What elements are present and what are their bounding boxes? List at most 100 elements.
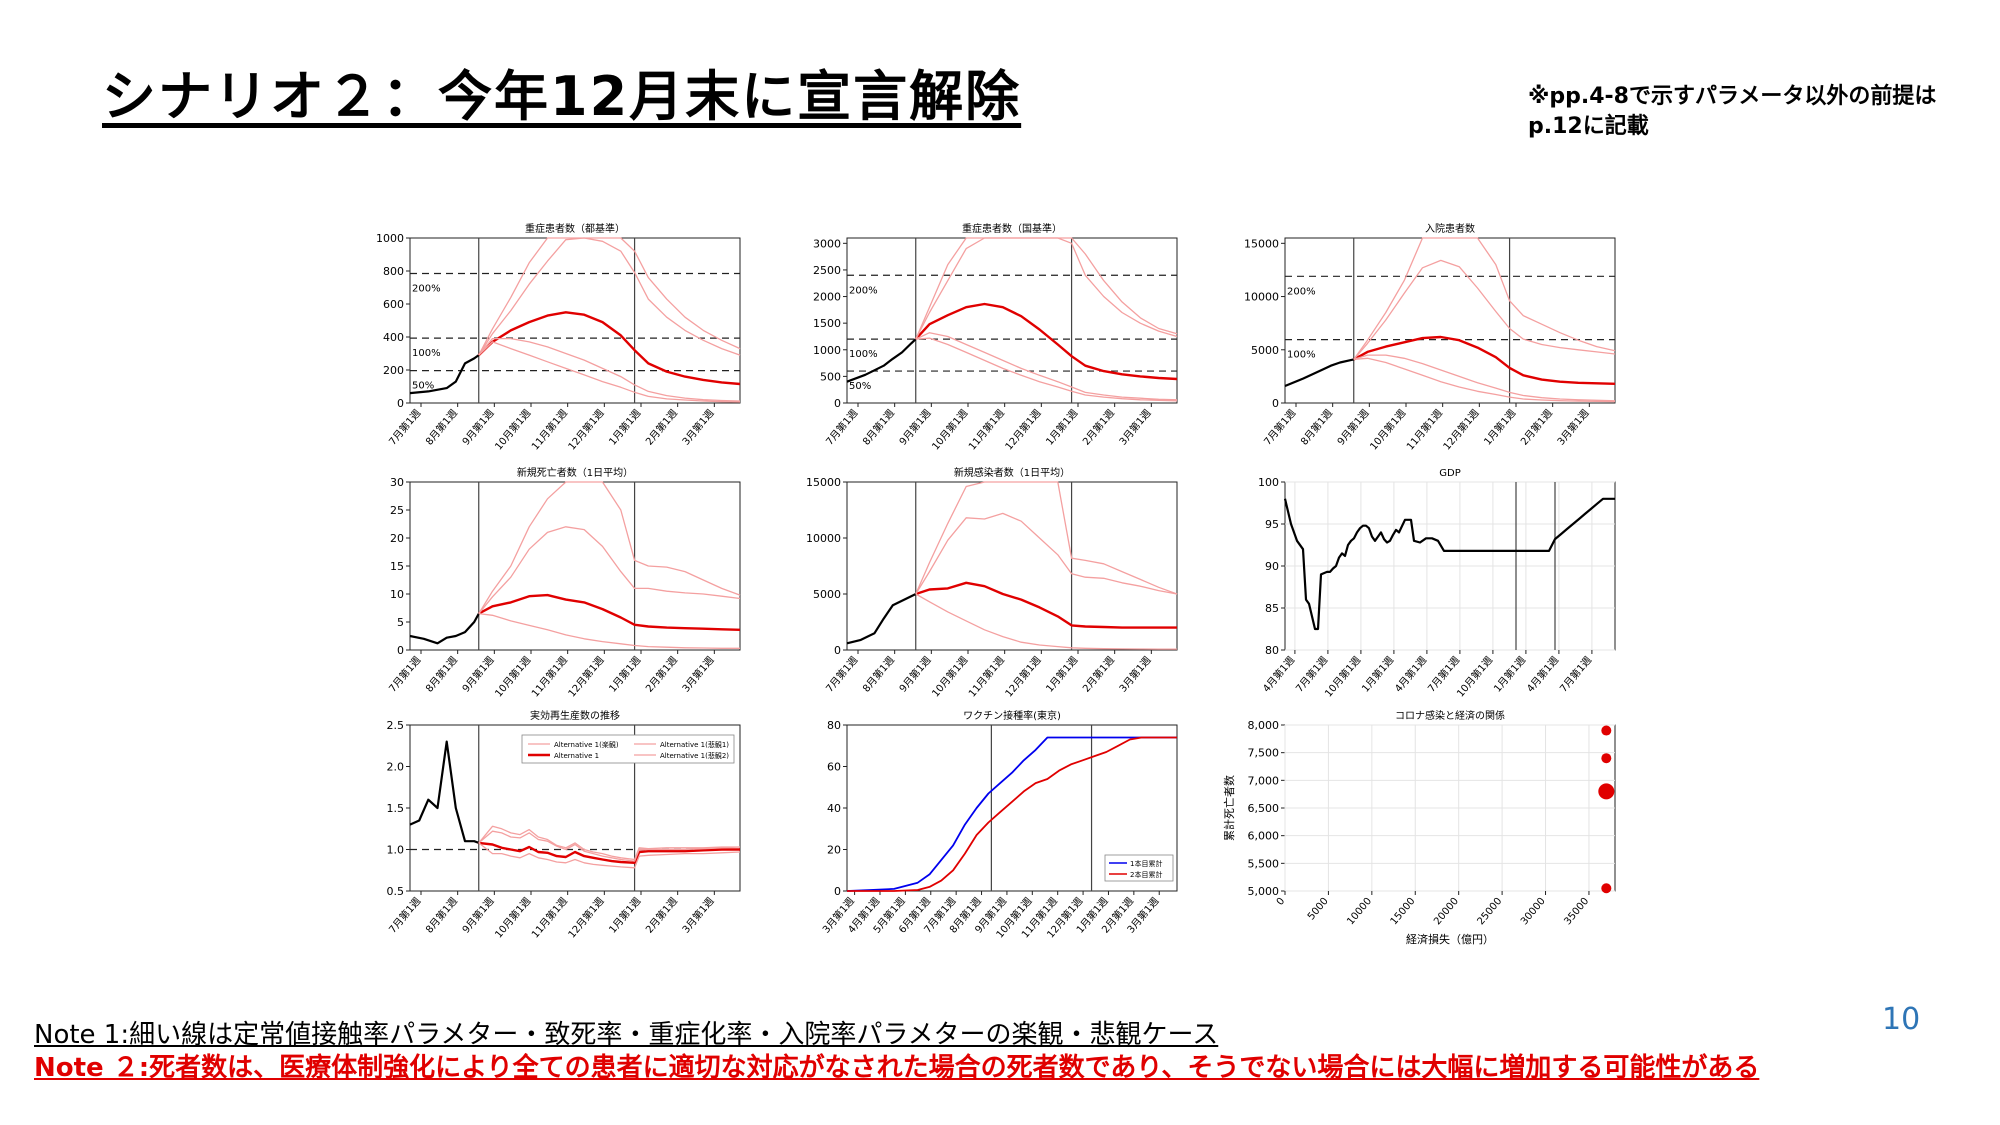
chart-9-x-tick-label: 0 (1275, 896, 1288, 908)
chart-1-y-tick-label: 600 (383, 298, 404, 311)
chart-2-series-past-line (846, 338, 917, 383)
chart-3-x-tick-label: 12月第1週 (1440, 407, 1482, 453)
chart-9-x-tick-label: 10000 (1345, 896, 1374, 927)
chart-5-series-light-line (915, 593, 1177, 650)
chart-1-y-tick-label: 800 (383, 265, 404, 278)
chart-1-x-tick-label: 7月第1週 (386, 407, 423, 448)
chart-7-x-tick-label: 8月第1週 (423, 895, 460, 936)
chart-5-x-tick-label: 1月第1週 (1043, 654, 1080, 695)
chart-2-series-light-line (915, 237, 1178, 340)
chart-1-x-tick-label: 10月第1週 (492, 407, 534, 453)
chart-3-y-tick-label: 0 (1272, 397, 1279, 410)
chart-7-x-tick-label: 2月第1週 (643, 895, 680, 936)
chart-9-y-tick-label: 5,500 (1248, 857, 1280, 870)
chart-7-x-tick-label: 1月第1週 (606, 895, 643, 936)
chart-9-y-tick-label: 7,500 (1248, 747, 1280, 760)
chart-5-y-tick-label: 10000 (806, 532, 841, 545)
chart-3-y-tick-label: 5000 (1251, 344, 1279, 357)
chart-1-y-tick-label: 0 (397, 397, 404, 410)
chart-2-plot-area (846, 237, 1178, 404)
chart-6-title: GDP (1439, 468, 1460, 479)
chart-7-series-main-line (478, 841, 740, 864)
chart-4-y-tick-label: 10 (390, 588, 404, 601)
chart-1-series-light-line (478, 337, 741, 402)
chart-7-series-light-line (478, 825, 740, 861)
chart-1-title: 重症患者数（都基準） (525, 222, 625, 235)
chart-1-series-past-line (409, 354, 480, 395)
premise-note: ※pp.4-8で示すパラメータ以外の前提はp.12に記載 (1528, 84, 1937, 139)
chart-1-series-main-line (477, 311, 741, 386)
chart-1-y-tick-label: 200 (383, 364, 404, 377)
chart-2-x-tick-label: 3月第1週 (1116, 407, 1153, 448)
chart-4-y-tick-label: 20 (390, 532, 404, 545)
chart-3-x-tick-label: 11月第1週 (1403, 407, 1445, 453)
chart-7-y-tick-label: 0.5 (387, 885, 405, 898)
chart-7-legend-label: Alternative 1(楽観) (554, 740, 619, 749)
chart-2-y-tick-label: 1000 (813, 344, 841, 357)
chart-9-x-tick-label: 20000 (1432, 896, 1461, 927)
chart-4-series-light-line (478, 526, 741, 615)
chart-1-x-tick-label: 11月第1週 (528, 407, 570, 453)
chart-8-series-named-line (846, 736, 1177, 892)
chart-4-title: 新規死亡者数（1日平均） (517, 466, 633, 479)
chart-9-y-tick-label: 6,000 (1248, 830, 1280, 843)
chart-2-y-tick-label: 500 (820, 370, 841, 383)
chart-9-x-tick-label: 5000 (1306, 896, 1331, 923)
chart-5-plot-area (846, 481, 1178, 651)
chart-2-x-tick-label: 10月第1週 (929, 407, 971, 453)
chart-1-x-tick-label: 8月第1週 (423, 407, 460, 448)
chart-7-x-tick-label: 9月第1週 (459, 895, 496, 936)
chart-5-x-tick-label: 10月第1週 (929, 654, 971, 700)
chart-3-threshold-label: 100% (1287, 350, 1316, 361)
chart-5-series-main-line (915, 581, 1177, 629)
chart-3-x-tick-label: 1月第1週 (1481, 407, 1518, 448)
chart-6-x-tick-label: 7月第1週 (1293, 654, 1330, 695)
chart-1-x-tick-label: 12月第1週 (565, 407, 607, 453)
chart-6-x-tick-label: 7月第1週 (1557, 654, 1594, 695)
chart-8-y-tick-label: 0 (834, 885, 841, 898)
chart-7-legend-label: Alternative 1(悲観2) (660, 751, 729, 760)
chart-8-series-named-line (847, 736, 1177, 892)
chart-4-x-tick-label: 8月第1週 (423, 654, 460, 695)
chart-6-y-tick-label: 95 (1265, 518, 1279, 531)
chart-8-y-tick-label: 40 (827, 802, 841, 815)
chart-2-x-tick-label: 7月第1週 (823, 407, 860, 448)
note-2: Note ２:死者数は、医療体制強化により全ての患者に適切な対応がなされた場合の… (34, 1053, 1760, 1083)
chart-6-x-tick-label: 7月第1週 (1425, 654, 1462, 695)
chart-9-point (1598, 783, 1615, 800)
chart-8-legend-label: 2本目累計 (1130, 870, 1162, 879)
chart-5-series-past-line (846, 593, 917, 645)
chart-3-x-tick-label: 8月第1週 (1298, 407, 1335, 448)
chart-1-threshold-label: 50% (412, 381, 434, 392)
chart-8-y-tick-label: 20 (827, 844, 841, 857)
chart-3-series-past-line (1284, 358, 1355, 388)
chart-2-series-light-line (915, 332, 1178, 401)
chart-5-x-tick-label: 3月第1週 (1116, 654, 1153, 695)
chart-5-x-tick-label: 12月第1週 (1002, 654, 1044, 700)
chart-7-y-tick-label: 2.0 (387, 761, 405, 774)
chart-2-x-tick-label: 11月第1週 (965, 407, 1007, 453)
chart-6-x-tick-label: 1月第1週 (1359, 654, 1396, 695)
chart-6-x-tick-label: 1月第1週 (1491, 654, 1528, 695)
chart-9-y-tick-label: 7,000 (1248, 774, 1280, 787)
chart-3-x-tick-label: 2月第1週 (1518, 407, 1555, 448)
chart-6-y-tick-label: 90 (1265, 560, 1279, 573)
chart-5-x-tick-label: 9月第1週 (896, 654, 933, 695)
chart-2-series-light-line (915, 337, 1178, 402)
chart-4-x-tick-label: 1月第1週 (606, 654, 643, 695)
chart-4-x-tick-label: 11月第1週 (528, 654, 570, 700)
chart-2-y-tick-label: 3000 (813, 237, 841, 250)
chart-9-point (1601, 753, 1612, 764)
chart-7-series-light-line (478, 842, 741, 869)
chart-3-x-tick-label: 9月第1週 (1334, 407, 1371, 448)
page-number: 10 (1882, 1002, 1921, 1037)
chart-7-legend-label: Alternative 1 (554, 752, 599, 760)
chart-4-x-tick-label: 3月第1週 (679, 654, 716, 695)
chart-5-y-tick-label: 0 (834, 644, 841, 657)
chart-6-x-tick-label: 4月第1週 (1392, 654, 1429, 695)
chart-4-y-tick-label: 5 (397, 616, 404, 629)
chart-7-x-tick-label: 12月第1週 (565, 895, 607, 941)
chart-9-x-tick-label: 15000 (1389, 896, 1418, 927)
chart-3-threshold-label: 200% (1287, 286, 1316, 297)
chart-5-x-tick-label: 2月第1週 (1080, 654, 1117, 695)
